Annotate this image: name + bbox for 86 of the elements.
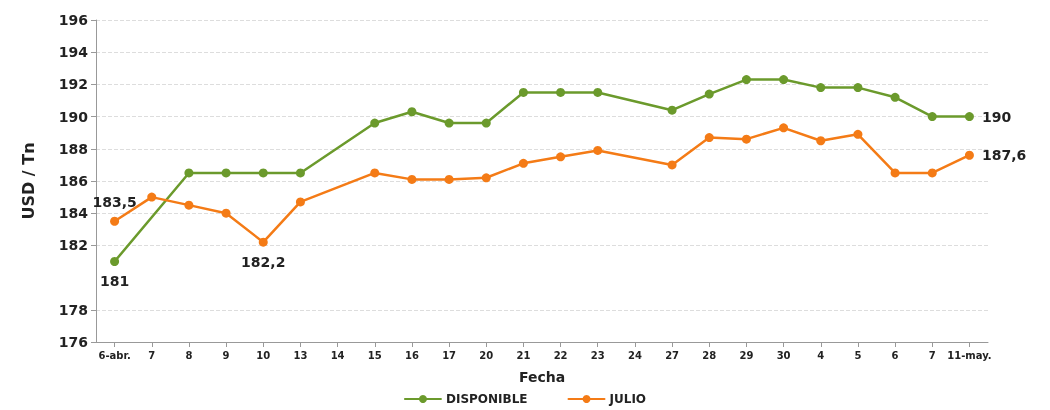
y-tick-label: 194 [58, 44, 89, 61]
y-tick-label: 192 [58, 76, 88, 93]
y-axis-title: USD / Tn [18, 142, 38, 220]
x-tick-label: 7 [148, 349, 156, 361]
y-tick-label: 182 [58, 237, 88, 254]
x-tick-label: 23 [590, 349, 605, 361]
point [370, 118, 380, 128]
point [518, 158, 528, 168]
point [221, 168, 231, 178]
point [147, 192, 157, 202]
x-tick-label: 6 [891, 349, 899, 361]
x-tick-label: 24 [627, 349, 642, 361]
point [184, 200, 194, 210]
point [184, 168, 194, 178]
point [556, 152, 566, 162]
point [258, 168, 268, 178]
point [816, 83, 826, 93]
point [779, 123, 789, 133]
y-tick-label: 184 [58, 205, 89, 222]
point [964, 112, 974, 122]
x-tick-label: 16 [404, 349, 419, 361]
data-label: 183,5 [92, 193, 137, 210]
y-tick-label: 188 [58, 140, 88, 157]
legend-label: DISPONIBLE [445, 392, 528, 406]
x-tick-label: 29 [739, 349, 754, 361]
y-tick-label: 178 [58, 301, 88, 318]
point [704, 89, 714, 99]
data-label: 182,2 [241, 253, 286, 270]
x-tick-label: 9 [222, 349, 230, 361]
point [295, 168, 305, 178]
x-axis-title: Fecha [518, 369, 566, 385]
x-tick-label: 14 [330, 349, 345, 361]
point [741, 134, 751, 144]
x-tick-label: 28 [702, 349, 717, 361]
x-tick-label: 7 [928, 349, 936, 361]
point [444, 174, 454, 184]
point [927, 168, 937, 178]
point [444, 118, 454, 128]
point [110, 257, 120, 266]
legend-label: JULIO [608, 392, 647, 406]
x-tick-label: 27 [665, 349, 680, 361]
y-tick-label: 176 [58, 334, 88, 350]
point [556, 87, 566, 97]
point [407, 174, 417, 184]
point [853, 83, 863, 93]
point [890, 168, 900, 178]
point [704, 133, 714, 143]
point [370, 168, 380, 178]
y-tick-label: 196 [58, 12, 88, 28]
x-tick-label: 6-abr. [98, 349, 131, 361]
point [964, 150, 974, 160]
point [295, 197, 305, 207]
point [518, 87, 528, 97]
point [779, 75, 789, 85]
y-tick-label: 186 [58, 173, 88, 189]
x-tick-label: 15 [367, 349, 382, 361]
point [927, 112, 937, 122]
x-tick-label: 22 [553, 349, 568, 361]
point [110, 216, 120, 226]
point [221, 208, 231, 218]
point [481, 118, 491, 128]
point [593, 145, 603, 155]
point [667, 160, 677, 170]
point [593, 87, 603, 97]
point [481, 173, 491, 183]
x-tick-label: 5 [854, 349, 862, 361]
point [407, 107, 417, 117]
point [890, 92, 900, 102]
data-label: 181 [99, 273, 130, 289]
point [816, 136, 826, 146]
point [258, 237, 268, 247]
x-tick-label: 13 [293, 349, 308, 361]
x-tick-label: 10 [256, 349, 271, 361]
x-tick-label: 30 [776, 349, 791, 361]
data-label: 187,6 [981, 147, 1027, 164]
y-tick-label: 190 [58, 108, 89, 125]
x-tick-label: 4 [817, 349, 825, 361]
x-tick-label: 17 [442, 349, 457, 361]
x-tick-label: 20 [479, 349, 494, 361]
point [853, 129, 863, 139]
data-label: 190 [981, 108, 1012, 125]
x-tick-label: 11-may. [947, 349, 992, 361]
x-tick-label: 8 [185, 349, 193, 361]
x-tick-label: 21 [516, 349, 531, 361]
point [741, 75, 751, 85]
point [667, 105, 677, 115]
